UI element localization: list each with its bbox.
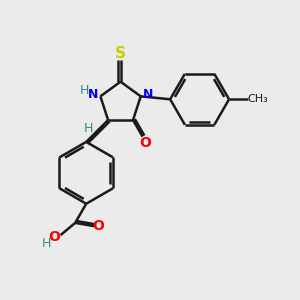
Text: H: H [80,84,89,97]
Text: H: H [84,122,93,134]
Text: S: S [115,46,126,61]
Text: H: H [42,238,51,250]
Text: O: O [140,136,152,149]
Text: N: N [88,88,98,101]
Text: O: O [92,219,104,232]
Text: O: O [49,230,61,244]
Text: N: N [143,88,153,101]
Text: CH₃: CH₃ [247,94,268,104]
